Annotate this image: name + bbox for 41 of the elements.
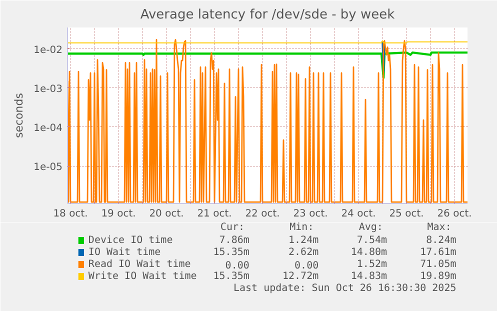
text: 8.24m	[426, 235, 456, 246]
legend-label: IO Wait time	[88, 247, 161, 258]
y-tick-label: 1e-02	[34, 44, 63, 56]
text: 0.00	[225, 260, 250, 272]
x-tick-label: 22 oct.	[245, 208, 280, 220]
text: 19.89m	[420, 271, 456, 282]
legend-label: Write IO Wait time	[88, 271, 197, 282]
text: Cur:	[220, 222, 245, 233]
text: Avg:	[358, 222, 383, 233]
text: 71.05m	[420, 259, 456, 270]
x-tick-label: 25 oct.	[389, 208, 424, 220]
text: 14.80m	[350, 247, 388, 258]
y-tick-label: 1e-05	[34, 162, 63, 174]
text: 7.86m	[219, 235, 250, 246]
legend-label: Device IO time	[88, 235, 173, 246]
text: 2.62m	[288, 247, 319, 258]
text: 15.35m	[213, 271, 250, 282]
x-tick-label: 24 oct.	[341, 208, 376, 220]
text: Min:	[290, 222, 314, 233]
line-series	[68, 51, 468, 79]
x-tick-label: 19 oct.	[101, 208, 136, 220]
text: 1.52m	[356, 259, 388, 270]
text: 15.35m	[213, 247, 250, 258]
y-tick-label: 1e-03	[34, 84, 63, 95]
x-tick-label: 20 oct.	[149, 208, 184, 220]
text: 14.83m	[350, 271, 388, 282]
y-tick-label: 1e-04	[34, 122, 63, 134]
text: 12.72m	[282, 271, 319, 282]
text: 17.61m	[420, 247, 456, 258]
text: 0.00	[294, 260, 319, 272]
x-tick-label: 26 oct.	[437, 208, 472, 220]
text: Max:	[427, 222, 452, 233]
chart-title: Average latency for /dev/sde - by week	[140, 8, 396, 22]
x-tick-label: 18 oct.	[53, 208, 88, 220]
text: Last update: Sun Oct 26 16:30:30 2025	[233, 283, 456, 294]
text: 7.54m	[356, 235, 388, 246]
legend-label: Read IO Wait time	[88, 259, 191, 270]
x-tick-label: 23 oct.	[293, 208, 328, 220]
y-axis-title: seconds	[12, 92, 26, 138]
x-tick-label: 21 oct.	[197, 208, 232, 220]
text: 1.24m	[288, 235, 319, 246]
